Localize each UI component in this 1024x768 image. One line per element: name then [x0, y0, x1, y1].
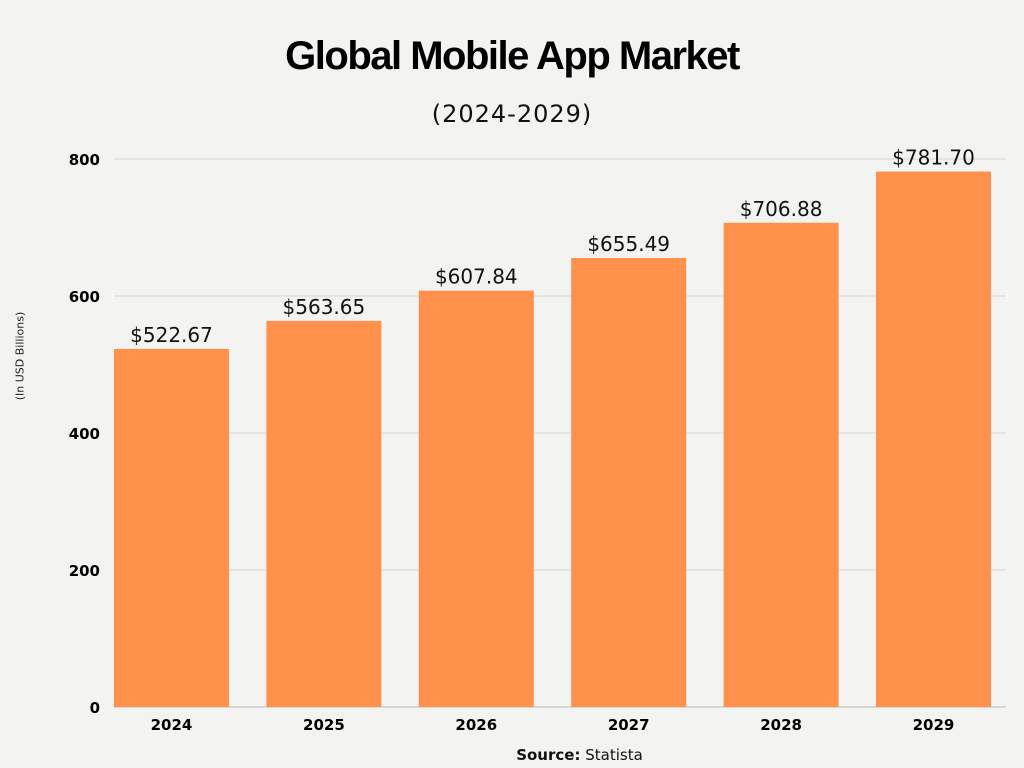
chart-title: Global Mobile App Market [285, 34, 740, 78]
data-label: $607.84 [435, 265, 518, 289]
chart-subtitle: (2024-2029) [431, 100, 593, 128]
data-label: $563.65 [283, 295, 366, 319]
bar-2028 [723, 222, 839, 707]
bar-2027 [571, 257, 687, 707]
x-tick-label: 2025 [303, 716, 345, 734]
y-tick-label: 800 [69, 151, 100, 169]
data-label: $655.49 [587, 232, 670, 256]
bar-2025 [266, 320, 382, 707]
data-label: $706.88 [740, 197, 823, 221]
x-tick-label: 2028 [760, 716, 802, 734]
y-tick-label: 0 [90, 699, 100, 717]
x-tick-label: 2027 [608, 716, 650, 734]
x-tick-label: 2024 [151, 716, 193, 734]
data-label: $522.67 [130, 323, 213, 347]
x-tick-label: 2026 [455, 716, 497, 734]
bar-2026 [418, 290, 534, 707]
source-label: Source: [516, 746, 581, 764]
y-tick-label: 400 [69, 425, 100, 443]
source-note: Source: Statista [0, 746, 1024, 764]
y-tick-label: 200 [69, 562, 100, 580]
x-tick-label: 2029 [913, 716, 955, 734]
source-value: Statista [585, 746, 643, 764]
data-label: $781.70 [892, 146, 975, 170]
y-tick-label: 600 [69, 288, 100, 306]
bar-2029 [876, 171, 991, 707]
bar-2024 [114, 348, 229, 707]
